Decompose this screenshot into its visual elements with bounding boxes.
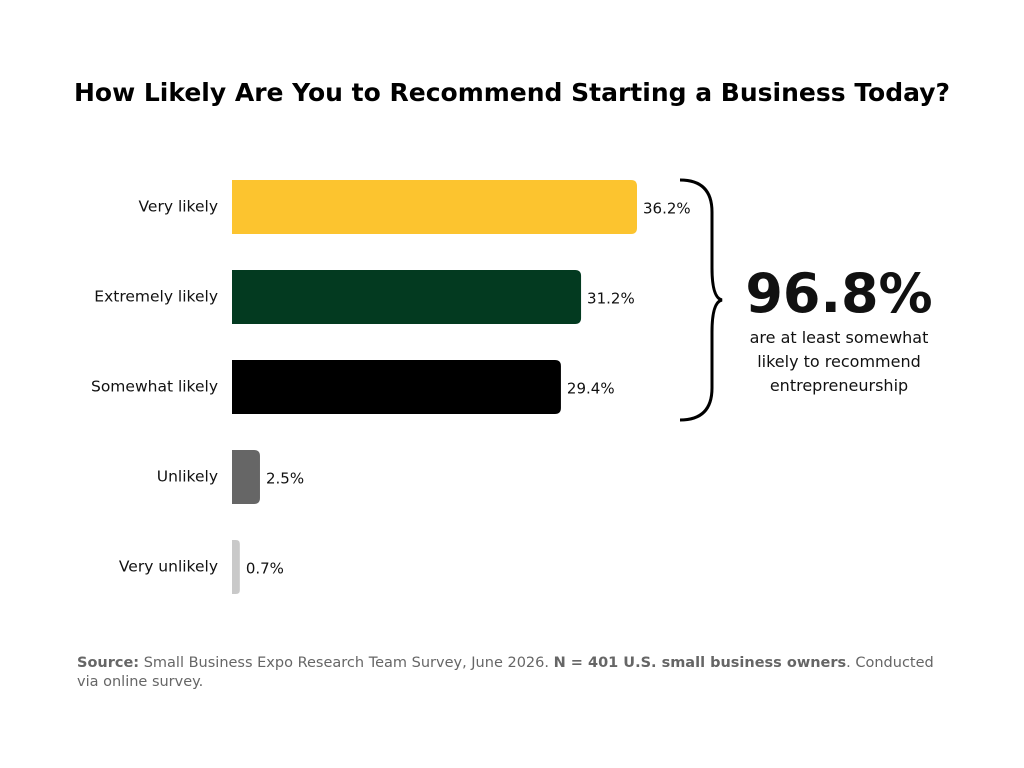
category-label: Unlikely bbox=[157, 468, 218, 486]
category-label: Extremely likely bbox=[94, 288, 218, 306]
value-label: 2.5% bbox=[266, 470, 304, 488]
brace bbox=[679, 178, 723, 422]
annotation-headline: 96.8% bbox=[745, 262, 933, 325]
value-label: 29.4% bbox=[567, 380, 615, 398]
category-label: Somewhat likely bbox=[91, 378, 218, 396]
bar bbox=[232, 540, 240, 594]
source-note: Source: Small Business Expo Research Tea… bbox=[77, 654, 957, 692]
value-label: 0.7% bbox=[246, 560, 284, 578]
annotation-text: are at least somewhat likely to recommen… bbox=[749, 328, 929, 395]
bar bbox=[232, 360, 561, 414]
category-label: Very likely bbox=[139, 198, 218, 216]
source-text: Small Business Expo Research Team Survey… bbox=[143, 655, 549, 671]
annotation: 96.8% are at least somewhat likely to re… bbox=[728, 262, 950, 398]
source-sample: N = 401 U.S. small business owners bbox=[553, 655, 847, 671]
bar bbox=[232, 270, 582, 324]
bar bbox=[232, 450, 260, 504]
bar bbox=[232, 180, 637, 234]
value-label: 36.2% bbox=[643, 200, 691, 218]
category-label: Very unlikely bbox=[119, 558, 218, 576]
chart-title: How Likely Are You to Recommend Starting… bbox=[74, 78, 950, 107]
source-label: Source: bbox=[77, 655, 140, 671]
source-note-text: . Conducted via online survey. bbox=[77, 655, 934, 690]
value-label: 31.2% bbox=[587, 290, 635, 308]
